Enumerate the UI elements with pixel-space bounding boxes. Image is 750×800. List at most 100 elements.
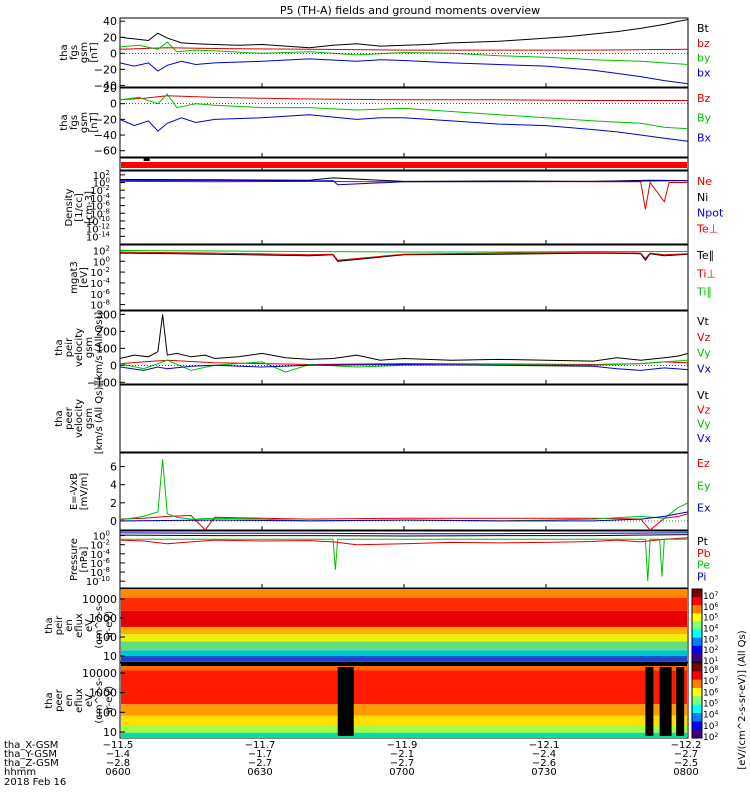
plot-title: P5 (TH-A) fields and ground moments over… [280,4,540,17]
orbit-row-value: −2.1 [390,749,414,760]
data-gap [659,667,672,736]
data-gap [121,663,687,666]
y-axis-label: gsm [79,112,90,133]
orbit-row-value: 0600 [105,767,130,778]
y-tick-label: 20 [103,31,117,44]
y-axis-label: peir [64,337,75,357]
series-line-bz [119,95,688,101]
colorbar-tick-label: 103 [703,721,718,732]
spectrogram-band [121,704,687,716]
spectrogram-band [121,597,687,611]
orbit-row-value: 0630 [247,767,272,778]
y-axis-label: fgs [69,45,80,60]
series-line-bx [119,58,689,85]
legend-ne: Ne [697,175,712,188]
colorbar-swatch [692,704,702,714]
orbit-row-value: −12.1 [529,740,560,751]
legend-vt: Vt [697,315,710,328]
y-axis-label: Density [64,188,75,226]
y-axis-label: [km/s (All Qs)] [94,312,105,384]
orbit-row-value: −12.2 [671,740,702,751]
y-axis-label: gsm [84,408,95,429]
colorbar-label: [eV/(cm^2-s-sr-eV)] (All Qs) [737,630,748,769]
orbit-row-value: −2.4 [532,749,556,760]
y-axis-label: Pressure [69,538,80,581]
orbit-row-value: 0700 [389,767,414,778]
series-line-bx [119,114,689,142]
y-tick-label: −20 [94,113,117,126]
y-tick-label: 0 [110,98,117,111]
series-line-vt [119,314,689,362]
panel-frame [119,87,689,158]
y-tick-label: 4 [110,479,117,492]
y-axis-label: eflux [74,688,85,713]
y-axis-label: (cm^2-s- [94,602,105,649]
legend-npot: Npot [697,207,724,220]
orbit-row-value: −11.7 [245,740,276,751]
y-axis-label: E=-VxB [69,473,80,510]
series-line-vz [119,359,689,366]
colorbar-tick-label: 107 [703,676,718,687]
series-line-ti∥ [119,249,688,253]
spectrogram-band [121,726,687,733]
colorbar-tick-label: 101 [703,656,718,667]
y-axis-label: mgat3 [69,261,80,294]
spectrogram-band [121,626,687,635]
orbit-row-value: 0730 [531,767,556,778]
y-tick-label: 1000 [89,612,117,625]
legend-vz: Vz [697,331,711,344]
y-tick-label: −20 [94,63,117,76]
colorbar-swatch [692,653,702,663]
legend-by: By [697,112,712,125]
y-axis-label: sr-eV) [104,686,115,715]
series-line-ez [119,513,689,531]
colorbar-tick-label: 107 [703,591,718,602]
y-axis-label: [cm-3] [84,191,95,224]
mode-bar [121,162,687,168]
y-tick-label: 10000 [82,667,117,680]
colorbar-swatch [692,613,702,622]
orbit-row-value: 0800 [673,767,698,778]
colorbar-swatch [692,637,702,647]
series-line-by [119,93,689,130]
orbit-row-label: tha_Y-GSM [4,749,57,760]
colorbar-swatch [692,645,702,655]
colorbar-swatch [692,621,702,631]
series-line-pi [119,532,689,535]
orbit-row-value: −2.8 [106,758,130,769]
legend-bt: Bt [697,22,710,35]
y-tick-label: 10 [103,650,117,663]
orbit-row-value: −2.7 [674,749,698,760]
y-axis-label: peer [64,406,75,430]
y-tick-label: 1000 [89,687,117,700]
colorbar-tick-label: 103 [703,634,718,645]
series-line-ti⊥ [119,251,689,261]
colorbar-tick-label: 102 [703,732,718,743]
y-tick-label: 200 [96,325,117,338]
y-tick-label: −40 [94,79,117,92]
y-axis-label: velocity [74,399,85,438]
spectrogram-band [121,589,687,598]
y-axis-label: velocity [74,328,85,367]
legend-ti∥: Ti∥ [696,286,712,299]
y-axis-label: [nT] [89,112,100,132]
y-tick-label: 0 [110,47,117,60]
y-axis-label: gsm [84,337,95,358]
spectrogram-band [121,670,687,705]
colorbar-swatch [692,679,702,689]
spectrogram-band [121,732,687,738]
y-tick-label: 100 [96,342,117,355]
colorbar-tick-label: 104 [703,624,718,635]
legend-bx: bx [697,66,711,79]
spectrogram-band [121,656,687,661]
orbit-row-label: tha_X-GSM [4,740,58,751]
orbit-row-value: −1.4 [106,749,130,760]
series-line-ex [119,511,689,522]
legend-by: by [697,52,711,65]
panel-frame [119,384,689,453]
colorbar-frame [691,588,703,663]
colorbar-swatch [692,721,702,731]
orbit-row-label: tha_Z-GSM [4,758,59,769]
y-tick-label: 6 [110,461,117,474]
